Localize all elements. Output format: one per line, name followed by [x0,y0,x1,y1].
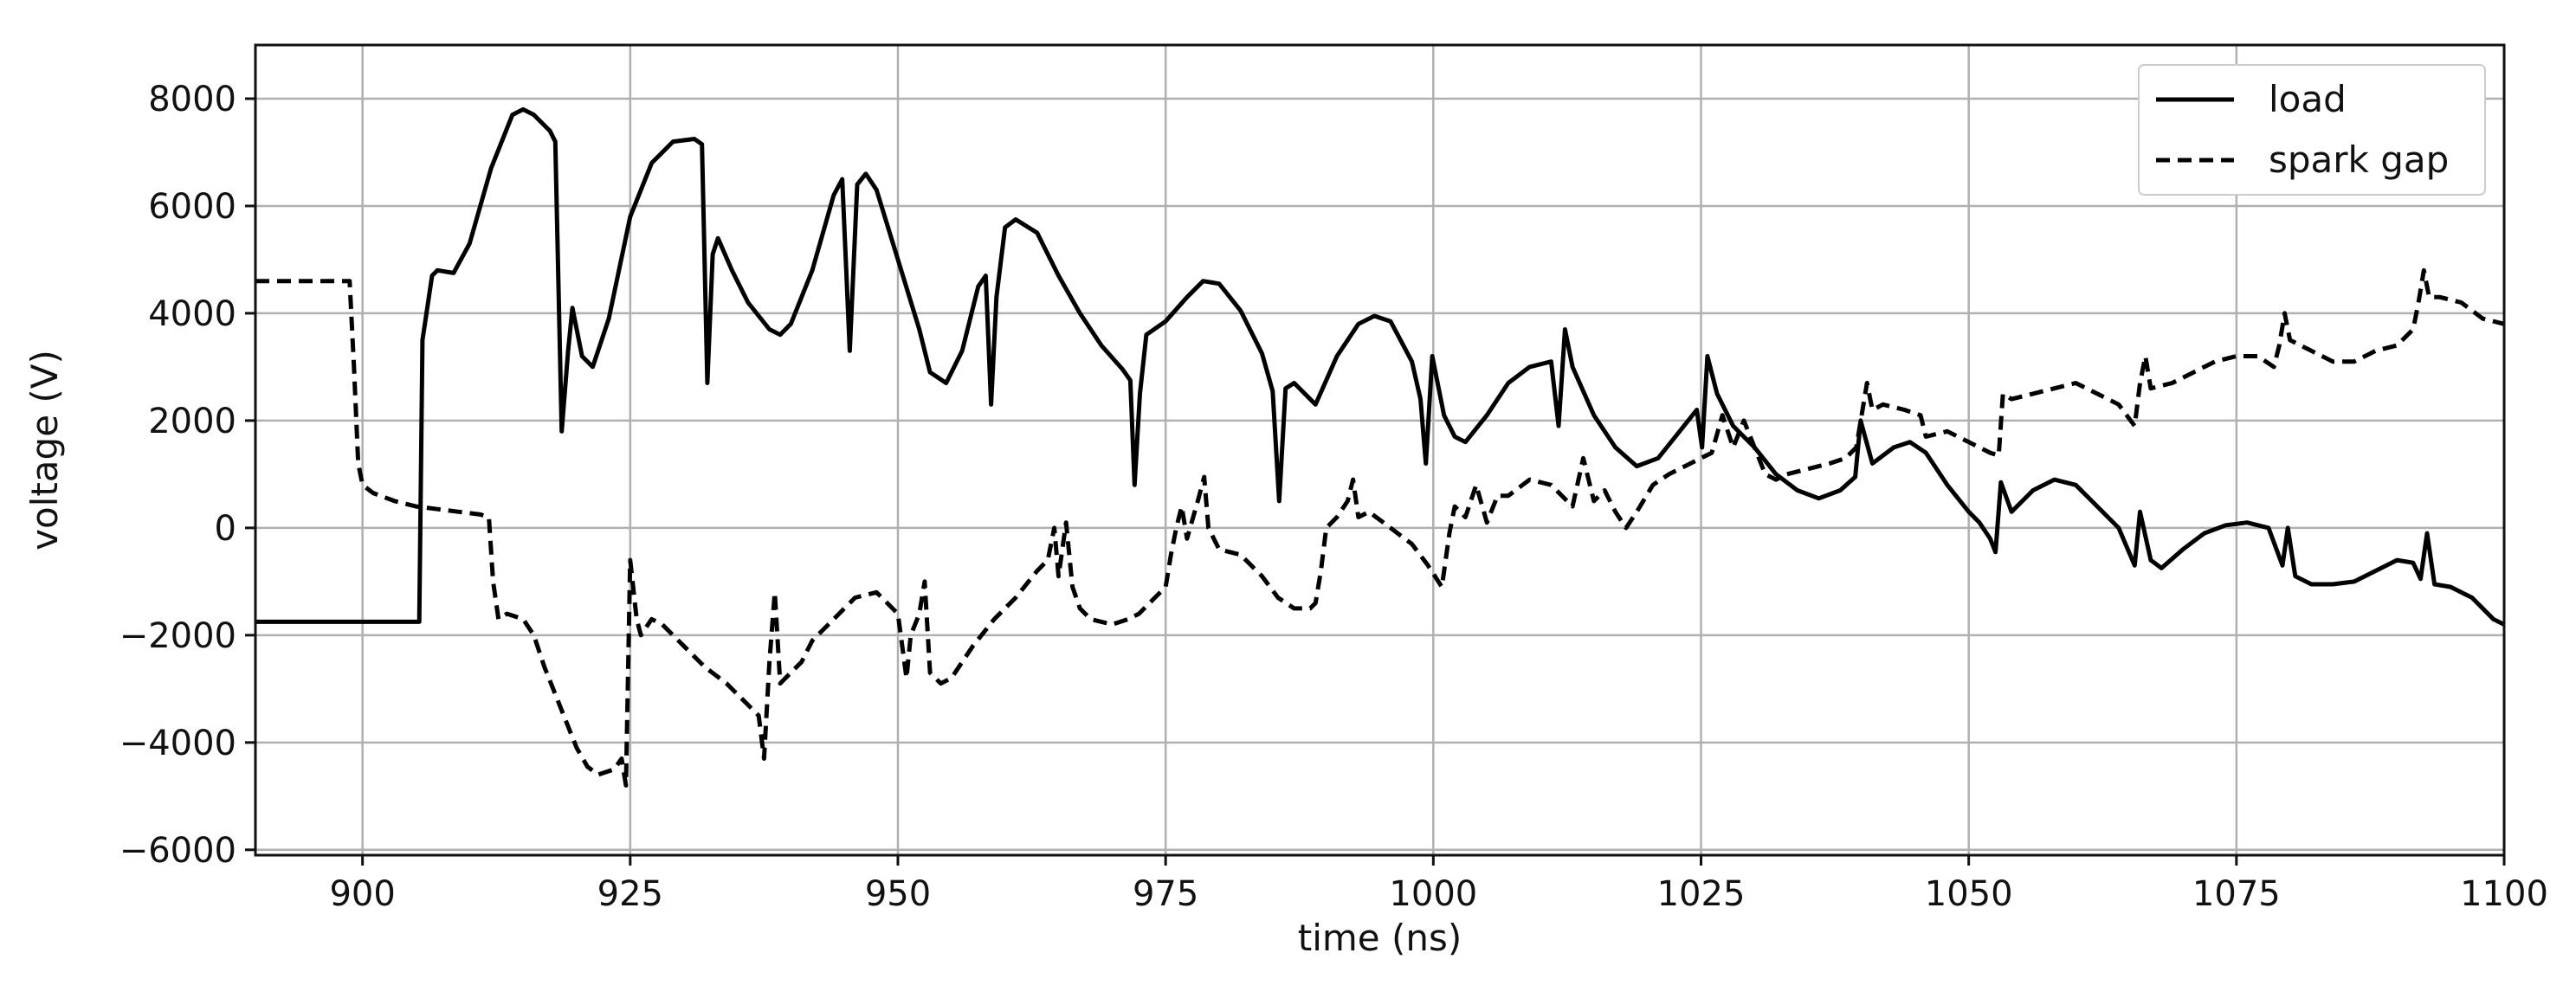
series-layer [255,106,2506,788]
y-tick-label: −4000 [119,724,236,763]
x-tick-label: 950 [865,874,931,914]
series-line-load [255,106,2506,627]
y-tick-label: 0 [215,509,236,549]
y-axis-label: voltage (V) [23,350,66,551]
x-tick-label: 1100 [2460,874,2548,914]
x-tick-label: 1075 [2192,874,2281,914]
x-tick-label: 1025 [1657,874,1746,914]
legend: load spark gap [2138,64,2486,196]
series-line-spark-gap [255,267,2505,788]
x-tick-label: 900 [329,874,395,914]
x-tick-label: 1000 [1389,874,1477,914]
y-tick-label: −2000 [119,616,236,656]
plot-frame [254,43,2506,857]
x-tick-label: 925 [597,874,663,914]
y-tick-label: −6000 [119,831,236,871]
ticks [245,97,2506,866]
x-axis-label: time (ns) [1298,917,1462,959]
tick-labels: 900 925 950 975 1000 1025 1050 1075 1100 −6000 −40… [119,80,2548,914]
x-tick-label: 1050 [1925,874,2013,914]
y-tick-label: 4000 [148,294,236,334]
y-tick-label: 2000 [148,402,236,441]
y-tick-label: 8000 [148,80,236,119]
legend-label-spark-gap: spark gap [2269,138,2449,181]
x-tick-label: 975 [1133,874,1198,914]
legend-label-load: load [2269,78,2347,120]
y-tick-label: 6000 [148,187,236,227]
